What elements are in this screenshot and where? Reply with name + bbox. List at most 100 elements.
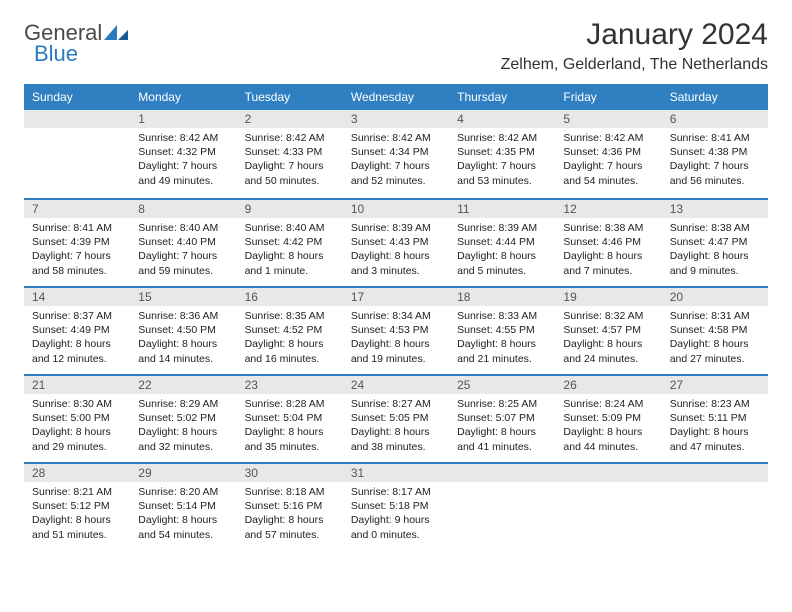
calendar-cell	[449, 462, 555, 550]
calendar-cell	[662, 462, 768, 550]
brand-text: General Blue	[24, 22, 102, 65]
daylight-text-1: Daylight: 7 hours	[245, 159, 335, 173]
daylight-text-2: and 24 minutes.	[563, 352, 653, 366]
day-number: 20	[670, 290, 683, 304]
sunrise-text: Sunrise: 8:29 AM	[138, 397, 228, 411]
daylight-text-2: and 54 minutes.	[563, 174, 653, 188]
day-number-row: 23	[237, 374, 343, 394]
sunrise-text: Sunrise: 8:33 AM	[457, 309, 547, 323]
sunrise-text: Sunrise: 8:34 AM	[351, 309, 441, 323]
daylight-text-1: Daylight: 8 hours	[670, 337, 760, 351]
sail-icon	[104, 22, 130, 44]
day-details: Sunrise: 8:38 AMSunset: 4:47 PMDaylight:…	[662, 218, 768, 280]
day-details: Sunrise: 8:23 AMSunset: 5:11 PMDaylight:…	[662, 394, 768, 456]
sunset-text: Sunset: 4:40 PM	[138, 235, 228, 249]
sunset-text: Sunset: 4:44 PM	[457, 235, 547, 249]
sunset-text: Sunset: 5:04 PM	[245, 411, 335, 425]
sunset-text: Sunset: 4:38 PM	[670, 145, 760, 159]
location-text: Zelhem, Gelderland, The Netherlands	[501, 56, 768, 74]
calendar-cell: 7Sunrise: 8:41 AMSunset: 4:39 PMDaylight…	[24, 198, 130, 286]
day-number: 27	[670, 378, 683, 392]
brand-word-blue: Blue	[34, 43, 102, 65]
day-number: 18	[457, 290, 470, 304]
sunrise-text: Sunrise: 8:28 AM	[245, 397, 335, 411]
calendar-cell: 14Sunrise: 8:37 AMSunset: 4:49 PMDayligh…	[24, 286, 130, 374]
calendar-cell: 17Sunrise: 8:34 AMSunset: 4:53 PMDayligh…	[343, 286, 449, 374]
sunset-text: Sunset: 4:32 PM	[138, 145, 228, 159]
day-number-row: 2	[237, 110, 343, 128]
calendar-cell: 6 Sunrise: 8:41 AMSunset: 4:38 PMDaylight…	[662, 110, 768, 198]
sunset-text: Sunset: 5:09 PM	[563, 411, 653, 425]
calendar-cell: 16Sunrise: 8:35 AMSunset: 4:52 PMDayligh…	[237, 286, 343, 374]
day-number: 5	[563, 112, 570, 126]
dow-saturday: Saturday	[662, 84, 768, 110]
day-number-row: 4	[449, 110, 555, 128]
calendar-cell: 9Sunrise: 8:40 AMSunset: 4:42 PMDaylight…	[237, 198, 343, 286]
day-details: Sunrise: 8:42 AMSunset: 4:34 PMDaylight:…	[343, 128, 449, 190]
header: General Blue January 2024 Zelhem, Gelder…	[24, 18, 768, 74]
calendar-body: 1Sunrise: 8:42 AMSunset: 4:32 PMDaylight…	[24, 110, 768, 550]
sunset-text: Sunset: 4:36 PM	[563, 145, 653, 159]
calendar-cell: 23 Sunrise: 8:28 AMSunset: 5:04 PMDayligh…	[237, 374, 343, 462]
daylight-text-2: and 57 minutes.	[245, 528, 335, 542]
sunrise-text: Sunrise: 8:39 AM	[351, 221, 441, 235]
day-number: 3	[351, 112, 358, 126]
day-details: Sunrise: 8:32 AMSunset: 4:57 PMDaylight:…	[555, 306, 661, 368]
day-number-row: 12	[555, 198, 661, 218]
daylight-text-2: and 27 minutes.	[670, 352, 760, 366]
sunset-text: Sunset: 4:39 PM	[32, 235, 122, 249]
daylight-text-2: and 35 minutes.	[245, 440, 335, 454]
day-number-row: 22	[130, 374, 236, 394]
day-details: Sunrise: 8:17 AMSunset: 5:18 PMDaylight:…	[343, 482, 449, 544]
daylight-text-2: and 5 minutes.	[457, 264, 547, 278]
day-details: Sunrise: 8:38 AMSunset: 4:46 PMDaylight:…	[555, 218, 661, 280]
daylight-text-1: Daylight: 8 hours	[457, 249, 547, 263]
day-number-row: 14	[24, 286, 130, 306]
sunrise-text: Sunrise: 8:21 AM	[32, 485, 122, 499]
daylight-text-1: Daylight: 8 hours	[563, 337, 653, 351]
daylight-text-1: Daylight: 8 hours	[670, 249, 760, 263]
daylight-text-2: and 19 minutes.	[351, 352, 441, 366]
daylight-text-1: Daylight: 7 hours	[670, 159, 760, 173]
dow-thursday: Thursday	[449, 84, 555, 110]
sunset-text: Sunset: 5:11 PM	[670, 411, 760, 425]
day-details: Sunrise: 8:31 AMSunset: 4:58 PMDaylight:…	[662, 306, 768, 368]
sunset-text: Sunset: 5:02 PM	[138, 411, 228, 425]
sunset-text: Sunset: 5:12 PM	[32, 499, 122, 513]
daylight-text-2: and 3 minutes.	[351, 264, 441, 278]
day-number: 14	[32, 290, 45, 304]
day-number-row: 29	[130, 462, 236, 482]
day-number: 17	[351, 290, 364, 304]
day-number: 8	[138, 202, 145, 216]
day-details: Sunrise: 8:40 AMSunset: 4:42 PMDaylight:…	[237, 218, 343, 280]
daylight-text-1: Daylight: 7 hours	[563, 159, 653, 173]
day-number: 19	[563, 290, 576, 304]
daylight-text-1: Daylight: 7 hours	[32, 249, 122, 263]
calendar-cell: 12Sunrise: 8:38 AMSunset: 4:46 PMDayligh…	[555, 198, 661, 286]
day-number: 15	[138, 290, 151, 304]
day-number: 1	[138, 112, 145, 126]
daylight-text-1: Daylight: 8 hours	[245, 337, 335, 351]
sunset-text: Sunset: 4:33 PM	[245, 145, 335, 159]
calendar-week: 1Sunrise: 8:42 AMSunset: 4:32 PMDaylight…	[24, 110, 768, 198]
sunrise-text: Sunrise: 8:35 AM	[245, 309, 335, 323]
daylight-text-1: Daylight: 8 hours	[457, 337, 547, 351]
calendar-cell: 15Sunrise: 8:36 AMSunset: 4:50 PMDayligh…	[130, 286, 236, 374]
day-details: Sunrise: 8:25 AMSunset: 5:07 PMDaylight:…	[449, 394, 555, 456]
day-number: 22	[138, 378, 151, 392]
daylight-text-1: Daylight: 8 hours	[245, 425, 335, 439]
day-number: 6	[670, 112, 677, 126]
calendar-table: Sunday Monday Tuesday Wednesday Thursday…	[24, 84, 768, 550]
day-number-row: 5	[555, 110, 661, 128]
daylight-text-1: Daylight: 8 hours	[351, 249, 441, 263]
sunset-text: Sunset: 4:43 PM	[351, 235, 441, 249]
day-number-row: 11	[449, 198, 555, 218]
calendar-cell: 30Sunrise: 8:18 AMSunset: 5:16 PMDayligh…	[237, 462, 343, 550]
daylight-text-1: Daylight: 9 hours	[351, 513, 441, 527]
month-title: January 2024	[501, 18, 768, 52]
daylight-text-1: Daylight: 8 hours	[670, 425, 760, 439]
day-number: 2	[245, 112, 252, 126]
sunrise-text: Sunrise: 8:41 AM	[670, 131, 760, 145]
day-number-row: 15	[130, 286, 236, 306]
title-block: January 2024 Zelhem, Gelderland, The Net…	[501, 18, 768, 74]
